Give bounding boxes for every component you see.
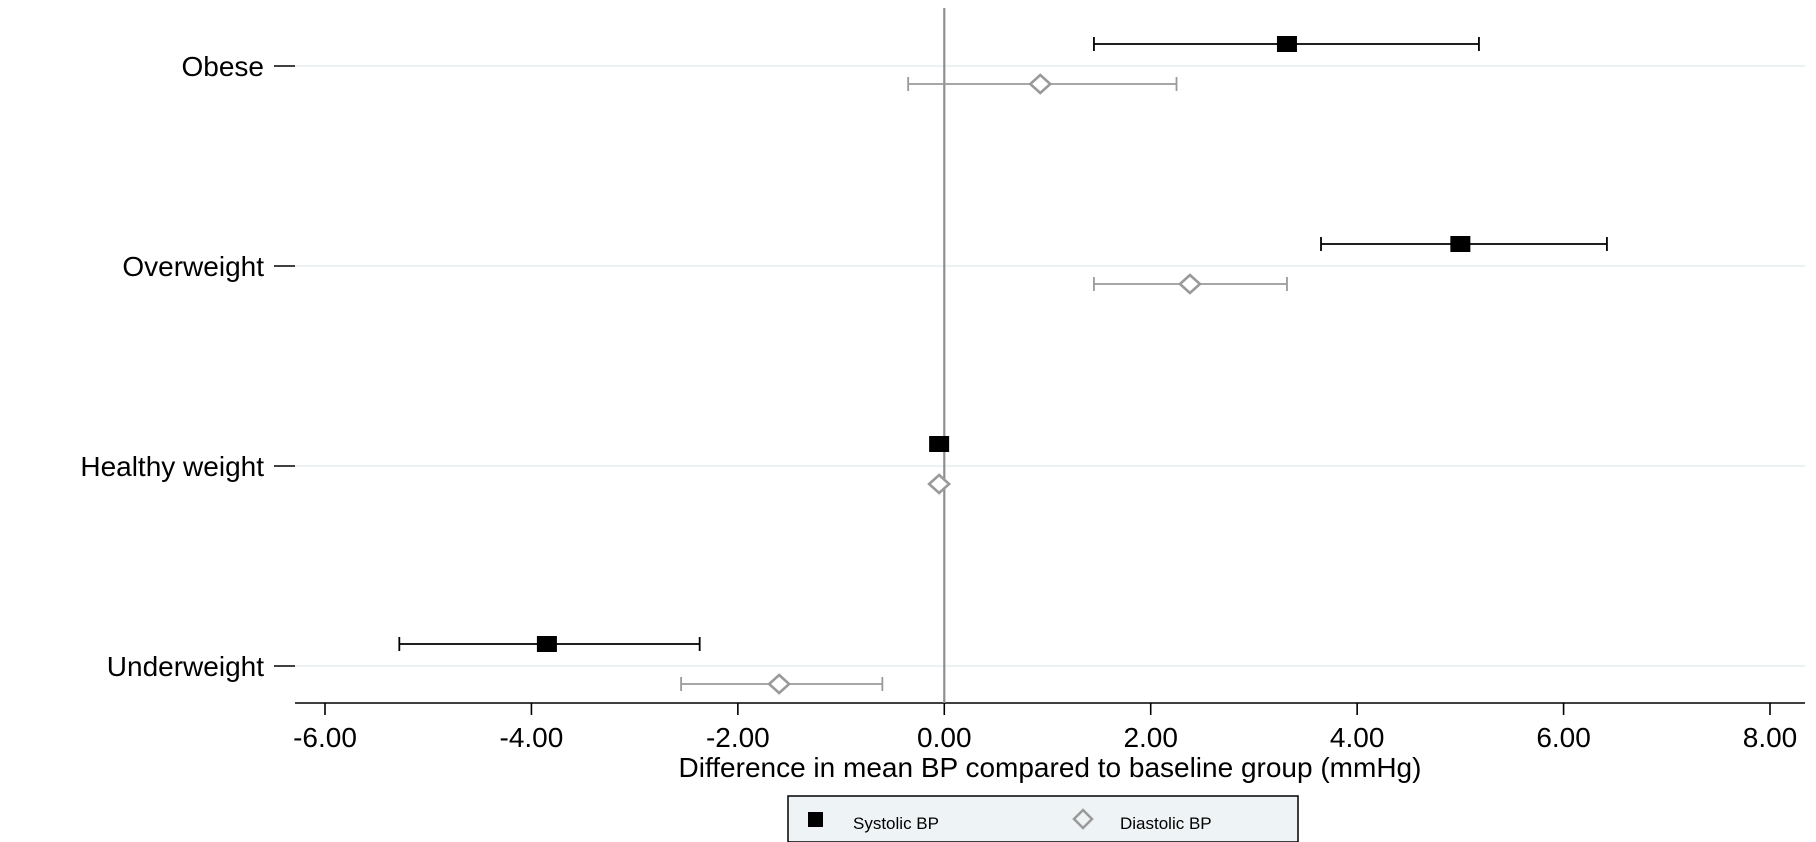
x-tick-label: -6.00 xyxy=(293,722,357,753)
point-estimate-systolic xyxy=(1450,236,1471,252)
axes xyxy=(274,8,1805,704)
x-tick-label: 0.00 xyxy=(917,722,972,753)
legend: Systolic BP Diastolic BP xyxy=(787,795,1299,842)
point-estimate-systolic xyxy=(1276,36,1297,52)
y-tick-label: Underweight xyxy=(107,651,264,682)
y-tick-label: Overweight xyxy=(122,251,264,282)
x-tick-label: -4.00 xyxy=(500,722,564,753)
gridlines xyxy=(295,65,1805,667)
point-estimate-diastolic xyxy=(767,673,792,695)
x-axis-title: Difference in mean BP compared to baseli… xyxy=(679,752,1422,783)
legend-label-diastolic: Diastolic BP xyxy=(1120,814,1212,833)
x-tick-label: 2.00 xyxy=(1123,722,1178,753)
y-tick-label: Healthy weight xyxy=(80,451,264,482)
data-marks xyxy=(398,36,1608,695)
x-tick-label: 8.00 xyxy=(1743,722,1798,753)
point-estimate-systolic xyxy=(929,436,950,452)
x-tick-label: -2.00 xyxy=(706,722,770,753)
y-axis-labels: Obese Overweight Healthy weight Underweight xyxy=(80,51,264,682)
x-tick-label: 4.00 xyxy=(1330,722,1385,753)
y-tick-label: Obese xyxy=(182,51,265,82)
point-estimate-systolic xyxy=(536,636,557,652)
point-estimate-diastolic xyxy=(927,473,952,495)
legend-label-systolic: Systolic BP xyxy=(853,814,939,833)
point-estimate-diastolic xyxy=(1028,73,1053,95)
legend-marker-diastolic xyxy=(1072,808,1094,830)
point-estimate-diastolic xyxy=(1177,273,1202,295)
legend-marker-systolic xyxy=(808,812,823,827)
legend-box xyxy=(787,795,1299,842)
x-tick-label: 6.00 xyxy=(1536,722,1591,753)
x-axis-ticks: -6.00 -4.00 -2.00 0.00 2.00 4.00 6.00 8.00 xyxy=(293,703,1797,753)
